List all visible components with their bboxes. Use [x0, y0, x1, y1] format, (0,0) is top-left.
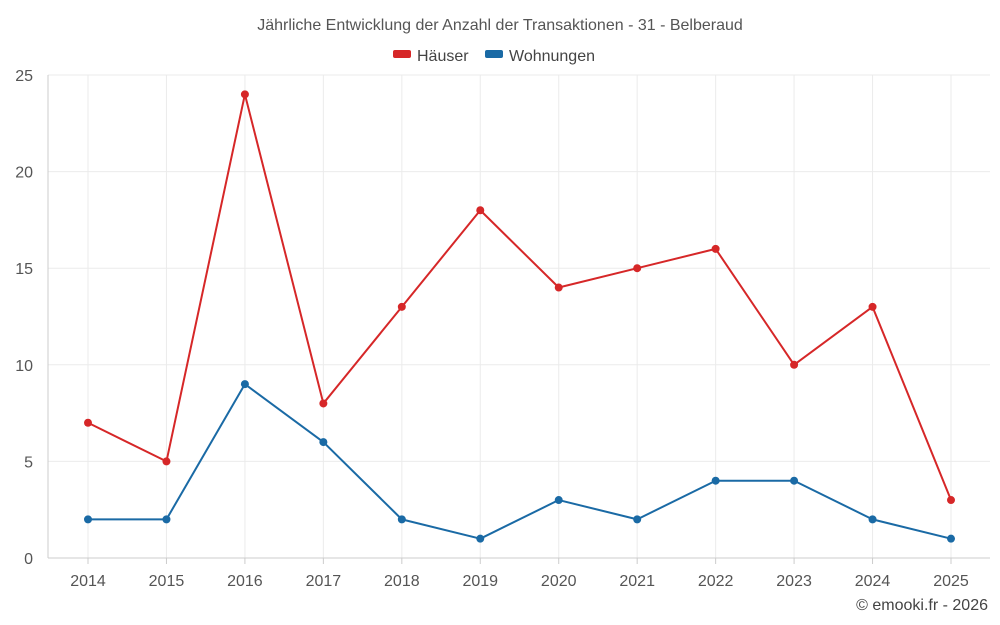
- y-tick-label-20: 20: [15, 165, 33, 182]
- x-tick-label-2019: 2019: [462, 573, 498, 590]
- point-wohnungen-2022[interactable]: [711, 476, 720, 485]
- point-haeuser-2022[interactable]: [711, 244, 720, 253]
- series-points: [84, 90, 955, 543]
- legend-swatch-haeuser: [393, 50, 411, 58]
- axes: [47, 75, 990, 564]
- point-wohnungen-2024[interactable]: [868, 515, 877, 524]
- x-axis-labels: 2014 2015 2016 2017 2018 2019 2020 2021 2022 2023…: [70, 573, 969, 590]
- point-wohnungen-2021[interactable]: [633, 515, 642, 524]
- series-line-wohnungen: [88, 383, 952, 540]
- y-axis-labels: 0 5 10 15 20 25: [15, 68, 33, 568]
- x-tick-label-2016: 2016: [227, 573, 263, 590]
- legend-label-haeuser: Häuser: [417, 48, 469, 65]
- point-haeuser-2017[interactable]: [319, 399, 328, 408]
- point-haeuser-2024[interactable]: [868, 302, 877, 311]
- point-wohnungen-2020[interactable]: [554, 496, 563, 505]
- point-haeuser-2023[interactable]: [790, 360, 799, 369]
- point-wohnungen-2019[interactable]: [476, 534, 485, 543]
- point-haeuser-2016[interactable]: [240, 90, 249, 99]
- point-haeuser-2025[interactable]: [947, 496, 955, 505]
- point-haeuser-2020[interactable]: [554, 283, 563, 292]
- x-tick-label-2021: 2021: [619, 573, 655, 590]
- point-haeuser-2015[interactable]: [162, 457, 171, 466]
- point-wohnungen-2017[interactable]: [319, 438, 328, 447]
- credit-text: © emooki.fr - 2026: [856, 597, 988, 614]
- y-tick-label-0: 0: [24, 551, 33, 568]
- x-tick-label-2014: 2014: [70, 573, 106, 590]
- x-tick-label-2020: 2020: [541, 573, 577, 590]
- legend: Häuser Wohnungen: [393, 48, 595, 65]
- grid: [48, 74, 990, 558]
- point-wohnungen-2015[interactable]: [162, 515, 171, 524]
- point-wohnungen-2016[interactable]: [240, 380, 249, 389]
- legend-swatch-wohnungen: [485, 50, 503, 58]
- legend-label-wohnungen: Wohnungen: [509, 48, 595, 65]
- y-tick-label-25: 25: [15, 68, 33, 85]
- point-wohnungen-2025[interactable]: [947, 534, 955, 543]
- x-tick-label-2022: 2022: [698, 573, 734, 590]
- x-tick-label-2017: 2017: [306, 573, 342, 590]
- series-lines: [87, 93, 952, 540]
- point-haeuser-2021[interactable]: [633, 264, 642, 273]
- y-tick-label-15: 15: [15, 261, 33, 278]
- y-tick-label-10: 10: [15, 358, 33, 375]
- legend-item-wohnungen[interactable]: Wohnungen: [485, 48, 595, 65]
- point-haeuser-2014[interactable]: [84, 418, 92, 427]
- series-line-haeuser: [87, 93, 952, 501]
- x-tick-label-2024: 2024: [855, 573, 891, 590]
- x-tick-label-2025: 2025: [933, 573, 969, 590]
- legend-item-haeuser[interactable]: Häuser: [393, 48, 469, 65]
- chart-title: Jährliche Entwicklung der Anzahl der Tra…: [257, 17, 743, 34]
- point-wohnungen-2014[interactable]: [84, 515, 92, 524]
- point-haeuser-2019[interactable]: [476, 206, 485, 215]
- x-tick-label-2018: 2018: [384, 573, 420, 590]
- point-wohnungen-2023[interactable]: [790, 476, 799, 485]
- y-tick-label-5: 5: [24, 454, 33, 471]
- x-tick-label-2023: 2023: [776, 573, 812, 590]
- point-haeuser-2018[interactable]: [397, 302, 406, 311]
- x-tick-label-2015: 2015: [149, 573, 185, 590]
- point-wohnungen-2018[interactable]: [397, 515, 406, 524]
